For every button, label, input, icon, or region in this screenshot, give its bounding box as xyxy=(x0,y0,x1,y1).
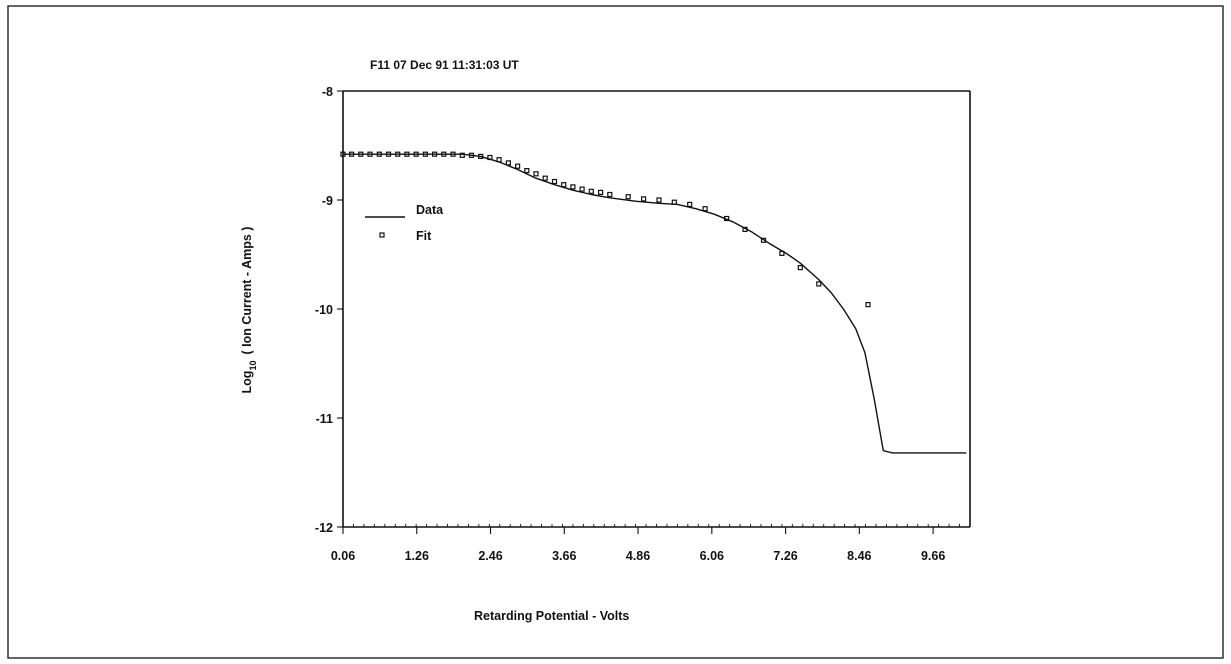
fit-point xyxy=(459,152,465,158)
y-tick-label: -10 xyxy=(315,303,333,317)
series-markers-fit xyxy=(340,151,871,308)
fit-point xyxy=(561,182,567,188)
x-tick-label: 8.46 xyxy=(847,549,871,563)
fit-point xyxy=(625,194,631,200)
fit-point xyxy=(760,237,767,243)
legend-label-data: Data xyxy=(416,203,444,217)
series-line-data xyxy=(343,153,967,454)
x-tick-label: 1.26 xyxy=(405,549,429,563)
x-tick-label: 2.46 xyxy=(478,549,502,563)
legend-marker-swatch xyxy=(379,232,385,238)
fit-point xyxy=(478,153,484,159)
fit-point xyxy=(422,151,428,157)
x-axis-label: Retarding Potential - Volts xyxy=(474,609,629,623)
x-tick-label: 9.66 xyxy=(921,549,945,563)
fit-point xyxy=(358,151,364,157)
fit-point xyxy=(671,199,677,205)
fit-point xyxy=(742,226,748,232)
fit-point xyxy=(579,186,585,192)
fit-point xyxy=(570,184,576,190)
fit-point xyxy=(816,281,822,287)
fit-point xyxy=(607,191,613,198)
fit-point xyxy=(468,152,475,158)
fit-point xyxy=(551,178,558,185)
fit-point xyxy=(367,151,373,157)
y-axis-label-subscript: 10 xyxy=(248,361,258,371)
x-ticks xyxy=(342,524,971,534)
fit-point xyxy=(588,188,594,194)
fit-point xyxy=(797,265,803,271)
fit-point xyxy=(376,151,382,157)
fit-point xyxy=(640,196,647,202)
x-tick-label: 4.86 xyxy=(626,549,650,563)
y-axis-label: Log10 ( Ion Current - Amps ) xyxy=(240,227,258,394)
fit-point xyxy=(702,206,708,212)
fit-point xyxy=(505,160,511,166)
fit-point xyxy=(656,197,662,203)
figure-border xyxy=(7,5,1224,659)
fit-point xyxy=(441,151,447,157)
fit-point xyxy=(450,151,456,157)
y-tick-label: -8 xyxy=(322,85,333,99)
y-axis-label-suffix: ( Ion Current - Amps ) xyxy=(240,227,254,355)
fit-point xyxy=(496,157,502,163)
fit-point xyxy=(487,154,493,161)
fit-point xyxy=(514,163,521,169)
fit-point xyxy=(385,151,392,157)
fit-point xyxy=(597,189,604,195)
fit-point xyxy=(865,302,871,308)
legend: Data Fit xyxy=(365,203,444,243)
chart-title: F11 07 Dec 91 11:31:03 UT xyxy=(370,58,519,72)
fit-point xyxy=(779,250,785,256)
legend-label-fit: Fit xyxy=(416,229,432,243)
fit-point xyxy=(413,151,419,157)
y-tick-label: -12 xyxy=(315,521,333,535)
fit-point xyxy=(395,151,401,157)
y-tick-label: -9 xyxy=(322,194,333,208)
y-tick-label: -11 xyxy=(316,412,333,426)
fit-point xyxy=(404,151,410,157)
fit-point xyxy=(542,175,548,181)
x-tick-labels: 0.06 1.26 2.46 3.66 4.86 6.06 7.26 8.46 9.66 xyxy=(331,549,945,563)
x-tick-label: 0.06 xyxy=(331,549,355,563)
fit-point xyxy=(349,151,355,157)
fit-point xyxy=(723,215,730,222)
fit-point xyxy=(533,171,539,177)
fit-point xyxy=(524,168,530,174)
fit-point xyxy=(687,201,693,207)
y-tick-labels: -8 -9 -10 -11 -12 xyxy=(315,85,333,535)
x-tick-label: 3.66 xyxy=(552,549,576,563)
fit-point xyxy=(432,151,438,157)
fit-point xyxy=(340,151,346,157)
x-tick-label: 7.26 xyxy=(773,549,797,563)
y-axis-label-prefix: Log xyxy=(240,371,254,394)
y-ticks xyxy=(337,90,343,528)
x-tick-label: 6.06 xyxy=(700,549,724,563)
